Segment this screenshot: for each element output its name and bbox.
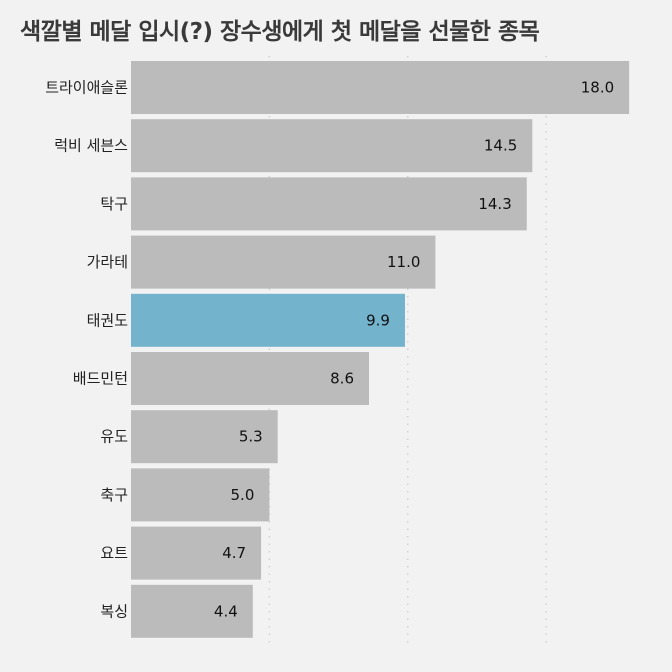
category-label: 배드민턴 <box>73 370 128 388</box>
bar-2 <box>131 119 533 173</box>
category-label: 축구 <box>100 486 128 504</box>
category-label: 럭비 세븐스 <box>54 137 128 155</box>
value-label: 14.3 <box>478 195 511 213</box>
value-label: 4.7 <box>222 544 246 562</box>
category-label: 요트 <box>100 544 128 562</box>
category-label: 탁구 <box>100 195 128 213</box>
category-label: 가라테 <box>87 253 128 271</box>
bar-10 <box>131 584 253 638</box>
bar-1 <box>131 61 630 114</box>
value-label: 5.3 <box>239 428 263 446</box>
value-label: 8.6 <box>330 370 354 388</box>
bar-4 <box>131 235 436 289</box>
category-label: 유도 <box>100 428 128 446</box>
bar-6 <box>131 352 370 405</box>
value-label: 5.0 <box>231 486 255 504</box>
value-label: 9.9 <box>366 311 390 329</box>
value-label: 11.0 <box>387 253 420 271</box>
chart-title: 색깔별 메달 입시(?) 장수생에게 첫 메달을 선물한 종목 <box>20 19 540 45</box>
bar-9 <box>131 526 262 580</box>
category-label: 트라이애슬론 <box>45 79 128 97</box>
bar-7 <box>131 410 278 464</box>
value-label: 14.5 <box>484 137 517 155</box>
value-label: 18.0 <box>581 79 614 97</box>
bar-8 <box>131 468 270 522</box>
category-label: 태권도 <box>87 311 129 329</box>
bar-3 <box>131 177 527 231</box>
value-label: 4.4 <box>214 602 238 620</box>
category-label: 복싱 <box>100 602 128 620</box>
bar-5 <box>131 293 405 347</box>
